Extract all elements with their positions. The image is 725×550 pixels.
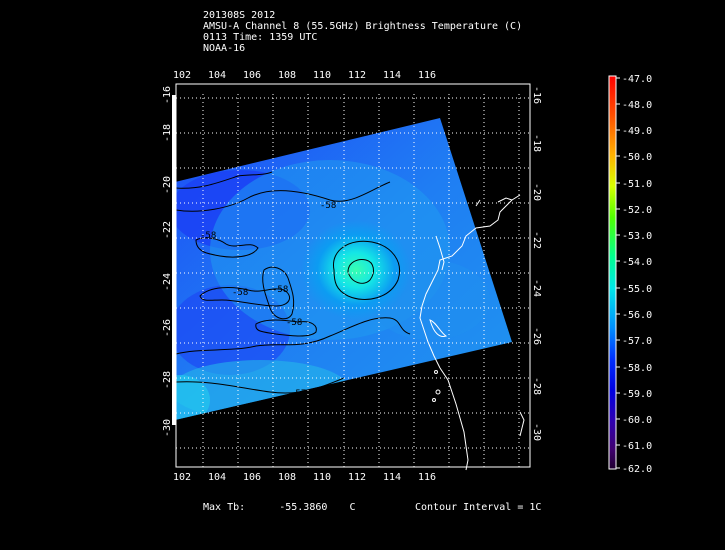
colorbar-label: -47.0 — [622, 74, 652, 85]
storm-id-title: 201308S 2012 — [203, 10, 276, 21]
contour-label: -58 — [200, 231, 216, 241]
lat-tick-label: -22 — [531, 231, 542, 249]
colorbar-label: -59.0 — [622, 389, 652, 400]
lat-tick-label: -20 — [162, 176, 173, 194]
contour-label-group: -58 -58 -58 -58 -58 -57 — [200, 201, 336, 399]
lon-tick-label: 102 — [173, 70, 191, 81]
coastline — [419, 194, 525, 471]
colorbar-label: -62.0 — [622, 464, 652, 475]
max-tb-unit: C — [349, 502, 356, 513]
contour-label: -58 — [232, 288, 248, 298]
contour-label: -58 — [272, 285, 288, 295]
lon-tick-label: 106 — [243, 70, 261, 81]
lon-ticks-bottom: 102 104 106 108 110 112 114 116 — [173, 472, 436, 483]
colorbar-label: -58.0 — [622, 363, 652, 374]
colorbar-label: -56.0 — [622, 310, 652, 321]
colorbar-label: -50.0 — [622, 152, 652, 163]
lon-tick-label: 104 — [208, 70, 226, 81]
max-tb-label: Max Tb: — [203, 502, 246, 513]
lon-tick-label: 112 — [348, 472, 366, 483]
contour-label: -58 — [320, 201, 336, 211]
contour-label: -57 — [290, 389, 306, 399]
colorbar-label: -53.0 — [622, 231, 652, 242]
lat-tick-label: -30 — [162, 419, 173, 437]
lon-ticks-top: 102 104 106 108 110 112 114 116 — [173, 70, 436, 81]
max-tb-readout: Max Tb: -55.3860 C — [203, 502, 355, 513]
lon-tick-label: 106 — [243, 472, 261, 483]
colorbar-scale — [608, 75, 617, 470]
colorbar-label: -49.0 — [622, 126, 652, 137]
colorbar-label: -52.0 — [622, 205, 652, 216]
lon-tick-label: 108 — [278, 70, 296, 81]
lat-ticks-right: -16 -18 -20 -22 -24 -26 -28 -30 — [531, 86, 542, 441]
lat-tick-label: -24 — [531, 279, 542, 297]
lon-tick-label: 112 — [348, 70, 366, 81]
colorbar: -47.0 -48.0 -49.0 -50.0 -51.0 -52.0 -53.… — [608, 74, 652, 475]
satellite-title: NOAA-16 — [203, 43, 246, 54]
max-tb-value: -55.3860 — [279, 502, 328, 513]
lat-tick-label: -16 — [531, 86, 542, 104]
colorbar-label: -61.0 — [622, 441, 652, 452]
title-block: 201308S 2012 AMSU-A Channel 8 (55.5GHz) … — [203, 10, 522, 54]
colorbar-label: -60.0 — [622, 415, 652, 426]
lat-lon-grid — [176, 94, 530, 467]
contour-label: -58 — [286, 318, 302, 328]
colorbar-label: -55.0 — [622, 284, 652, 295]
lon-tick-label: 104 — [208, 472, 226, 483]
lat-tick-label: -28 — [162, 371, 173, 389]
lon-tick-label: 108 — [278, 472, 296, 483]
lat-tick-label: -20 — [531, 183, 542, 201]
lon-tick-label: 102 — [173, 472, 191, 483]
lat-tick-label: -24 — [162, 273, 173, 291]
contour-interval-text: Contour Interval = 1C — [415, 502, 542, 513]
lon-tick-label: 116 — [418, 472, 436, 483]
lat-tick-label: -16 — [162, 86, 173, 104]
lat-tick-label: -28 — [531, 377, 542, 395]
colorbar-label: -51.0 — [622, 179, 652, 190]
contour-lines — [175, 171, 411, 394]
colorbar-label: -54.0 — [622, 257, 652, 268]
colorbar-label: -57.0 — [622, 336, 652, 347]
lon-tick-label: 110 — [313, 70, 331, 81]
lon-tick-label: 114 — [383, 70, 401, 81]
time-title: 0113 Time: 1359 UTC — [203, 32, 318, 43]
lat-ticks-left: -16 -18 -20 -22 -24 -26 -28 -30 — [162, 86, 173, 437]
lat-tick-label: -22 — [162, 221, 173, 239]
lon-tick-label: 116 — [418, 70, 436, 81]
product-title: AMSU-A Channel 8 (55.5GHz) Brightness Te… — [203, 21, 523, 32]
colorbar-labels: -47.0 -48.0 -49.0 -50.0 -51.0 -52.0 -53.… — [622, 74, 652, 475]
lon-tick-label: 110 — [313, 472, 331, 483]
colorbar-ticks — [616, 77, 620, 469]
left-axis-bar — [172, 95, 176, 425]
colorbar-label: -48.0 — [622, 100, 652, 111]
brightness-swath — [175, 118, 512, 420]
lat-tick-label: -18 — [531, 134, 542, 152]
lat-tick-label: -26 — [531, 327, 542, 345]
lon-tick-label: 114 — [383, 472, 401, 483]
lat-tick-label: -30 — [531, 423, 542, 441]
lat-tick-label: -18 — [162, 124, 173, 142]
lat-tick-label: -26 — [162, 319, 173, 337]
